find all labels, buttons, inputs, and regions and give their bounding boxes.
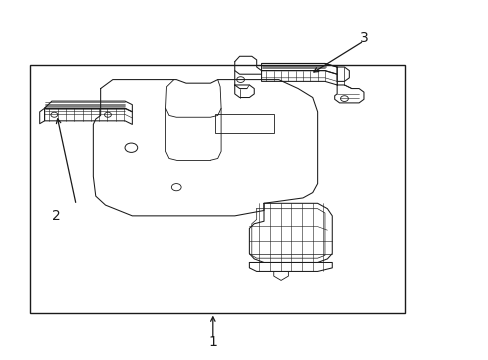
Text: 1: 1 bbox=[208, 335, 217, 349]
Bar bbox=[215, 114, 273, 134]
Text: 2: 2 bbox=[52, 209, 61, 223]
Text: 3: 3 bbox=[359, 31, 367, 45]
Bar bbox=[30, 65, 405, 313]
